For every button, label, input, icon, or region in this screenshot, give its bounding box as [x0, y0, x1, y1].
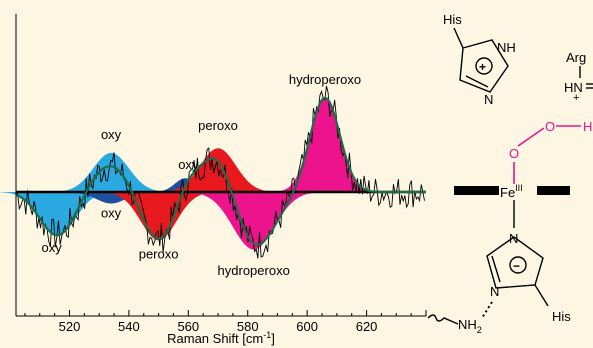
heme-bar-left [454, 186, 499, 195]
h-bond-dashed [481, 301, 493, 319]
top-imidazole-ring [453, 27, 509, 93]
x-axis-title-close: ] [271, 331, 275, 346]
backbone-squiggle [427, 314, 459, 325]
band-3-hydroperoxo [265, 97, 385, 192]
annotation-peroxo-6: peroxo [139, 247, 179, 262]
band-6-peroxo [87, 192, 230, 241]
h-label: H [583, 119, 592, 134]
his-bottom-label: His [552, 309, 571, 324]
his-top-label: His [443, 12, 462, 27]
nh2-text: NH [458, 317, 477, 332]
band-4-oxy [0, 192, 129, 236]
annotation-peroxo-2: peroxo [198, 118, 238, 133]
o-distal-label: O [545, 119, 555, 134]
measured-trace [15, 85, 425, 259]
x-tick-label-620: 620 [356, 319, 378, 334]
fe-oxidation-state: III [515, 183, 523, 193]
o-o-bond [517, 127, 545, 147]
band-0-oxy [39, 152, 183, 192]
annotation-oxy-1: oxy [178, 157, 199, 172]
nh2-label: NH2 [458, 317, 482, 335]
o-proximal-label: O [509, 146, 519, 161]
n-top-label: N [484, 92, 493, 107]
n-ring-top-label: N [509, 231, 518, 246]
fe-label: FeIII [500, 183, 523, 200]
plus-charge: + [479, 60, 486, 74]
annotation-oxy-5: oxy [42, 240, 63, 255]
nh-label: NH [497, 40, 516, 55]
x-tick-label-540: 540 [118, 319, 140, 334]
band-7-hydroperoxo [170, 192, 337, 250]
x-axis-title: Raman Shift [cm-1] [167, 330, 275, 346]
minus-charge: − [513, 259, 520, 273]
n-ring-bottom-label: N [490, 284, 499, 299]
band-5-oxy [51, 192, 171, 204]
x-axis-title-text: Raman Shift [cm [167, 331, 263, 346]
annotation-hydroperoxo-7: hydroperoxo [218, 263, 290, 278]
heme-bar-right [537, 186, 570, 195]
x-tick-label-560: 560 [177, 319, 199, 334]
arg-plus-charge: + [573, 92, 579, 104]
x-tick-label-520: 520 [59, 319, 81, 334]
bottom-imidazole-ring [486, 236, 549, 307]
x-axis-title-sup: -1 [263, 330, 271, 340]
x-tick-label-600: 600 [296, 319, 318, 334]
nh2-subscript: 2 [477, 325, 482, 335]
fit-curve [15, 96, 426, 246]
arg-label: Arg [566, 50, 586, 65]
x-tick-label-580: 580 [237, 319, 259, 334]
annotation-oxy-0: oxy [101, 127, 122, 142]
annotation-oxy-4: oxy [101, 205, 122, 220]
hn-label: HN [564, 80, 583, 95]
annotation-hydroperoxo-3: hydroperoxo [289, 72, 361, 87]
fe-symbol: Fe [500, 185, 515, 200]
